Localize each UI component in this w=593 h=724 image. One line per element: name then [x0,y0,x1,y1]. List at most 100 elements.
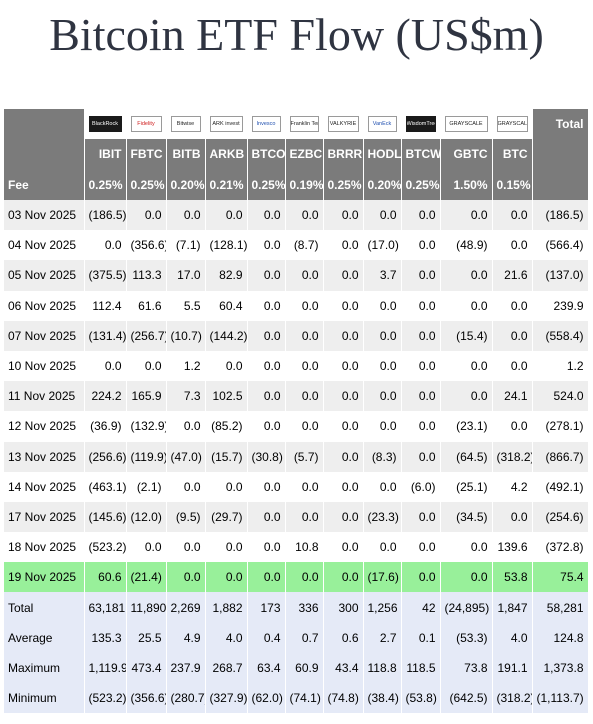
blackrock-logo-icon: BlackRock [88,116,122,132]
ticker-header: BRRR [323,139,364,169]
flow-cell: 0.0 [401,230,441,261]
flow-cell: 82.9 [205,260,248,291]
stats-cell: 4.0 [492,622,533,653]
logo-cell: Fidelity [126,109,167,139]
row-total: (492.1) [532,471,589,502]
logo-cell: WisdomTree [401,109,441,139]
row-total: (566.4) [532,230,589,261]
table-row: 11 Nov 2025 224.2 165.9 7.3 102.5 0.0 0.0 0.0 0.… [4,381,589,412]
flow-cell: (34.5) [440,501,493,533]
flow-cell: 0.0 [247,230,286,261]
flow-cell: 0.0 [401,350,441,382]
stats-cell: (74.8) [323,683,364,714]
flow-cell: 0.0 [440,350,493,382]
flow-cell: (256.7) [126,320,167,351]
flow-cell: 0.0 [247,532,286,563]
table-row: 14 Nov 2025 (463.1) (2.1) 0.0 0.0 0.0 0.0 0.0 0.… [4,471,589,502]
flow-cell: 0.0 [440,200,493,231]
total-header: Total [532,109,589,139]
flow-cell: 0.0 [401,200,441,231]
ticker-corner-cell [4,139,85,169]
flow-cell: 0.0 [401,501,441,533]
stats-cell: 60.9 [285,652,324,683]
flow-cell: 24.1 [492,381,533,412]
ticker-header: HODL [363,139,402,169]
table-row: 06 Nov 2025 112.4 61.6 5.5 60.4 0.0 0.0 0.0 0.0 0… [4,290,589,321]
flow-cell: 0.0 [247,260,286,291]
row-date: 03 Nov 2025 [4,200,85,231]
row-total: (186.5) [532,200,589,231]
flow-cell: (36.9) [84,411,127,442]
row-total: (866.7) [532,441,589,472]
flow-cell: 0.0 [401,320,441,351]
flow-cell: (186.5) [84,200,127,231]
flow-cell: (8.3) [363,441,402,472]
flow-cell: 0.0 [323,411,364,442]
flow-cell: 0.0 [285,562,324,593]
flow-cell: 0.0 [323,381,364,412]
flow-cell: 0.0 [492,350,533,382]
flow-cell: 1.2 [166,350,206,382]
flow-cell: 0.0 [205,350,248,382]
ticker-header: BITB [166,139,206,169]
row-date: 11 Nov 2025 [4,381,85,412]
ticker-header: IBIT [84,139,127,169]
table-row: 19 Nov 2025 60.6 (21.4) 0.0 0.0 0.0 0.0 0.0 (17.… [4,562,589,593]
ticker-header: BTCW [401,139,441,169]
row-date: 07 Nov 2025 [4,320,85,351]
stats-row: Minimum (523.2) (356.6) (280.7) (327.9) (62.0… [4,683,589,714]
stats-cell: 191.1 [492,652,533,683]
flow-cell: 0.0 [126,200,167,231]
flow-cell: 0.0 [247,290,286,321]
stats-cell: 2.7 [363,622,402,653]
flow-cell: 0.0 [285,350,324,382]
flow-cell: 0.0 [323,200,364,231]
stats-cell: 0.7 [285,622,324,653]
flow-cell: 0.0 [285,411,324,442]
stats-cell: 1,256 [363,592,402,623]
flow-cell: (2.1) [126,471,167,502]
row-total: 239.9 [532,290,589,321]
flow-cell: (128.1) [205,230,248,261]
flow-cell: 0.0 [323,471,364,502]
flow-cell: 0.0 [126,532,167,563]
logo-cell: GRAYSCALE [492,109,533,139]
flow-cell: (6.0) [401,471,441,502]
flow-cell: 0.0 [205,471,248,502]
table-row: 18 Nov 2025 (523.2) 0.0 0.0 0.0 0.0 10.8 0.0 0.0… [4,532,589,563]
flow-cell: 0.0 [285,200,324,231]
fee-cell: 0.15% [492,169,533,200]
flow-cell: 0.0 [401,381,441,412]
stats-cell: 0.4 [247,622,286,653]
flow-cell: (119.9) [126,441,167,472]
stats-total: 124.8 [532,622,589,653]
ticker-row: IBIT FBTC BITB ARKB BTCO EZBC BRRR HODL BTCW GBTC… [4,139,589,169]
flow-cell: 10.8 [285,532,324,563]
stats-cell: 63.4 [247,652,286,683]
flow-cell: 0.0 [166,200,206,231]
invesco-logo-icon: Invesco [251,116,281,132]
row-date: 05 Nov 2025 [4,260,85,291]
flow-cell: 0.0 [166,532,206,563]
flow-cell: (523.2) [84,532,127,563]
flow-cell: 60.4 [205,290,248,321]
flow-cell: (47.0) [166,441,206,472]
row-date: 14 Nov 2025 [4,471,85,502]
stats-cell: (38.4) [363,683,402,714]
fee-total-cell [532,169,589,200]
flow-cell: 0.0 [323,501,364,533]
flow-cell: 0.0 [401,290,441,321]
stats-cell: 118.8 [363,652,402,683]
stats-cell: 2,269 [166,592,206,623]
table-row: 05 Nov 2025 (375.5) 113.3 17.0 82.9 0.0 0.0 0.0… [4,260,589,291]
wisdomtree-logo-icon: WisdomTree [405,116,436,132]
stats-label: Average [4,622,85,653]
logo-cell: VALKYRIE [323,109,364,139]
fee-label: Fee [4,169,85,200]
flow-cell: 0.0 [401,441,441,472]
flow-cell: (8.7) [285,230,324,261]
flow-cell: 0.0 [84,350,127,382]
fee-cell: 0.25% [401,169,441,200]
row-date: 13 Nov 2025 [4,441,85,472]
row-date: 06 Nov 2025 [4,290,85,321]
